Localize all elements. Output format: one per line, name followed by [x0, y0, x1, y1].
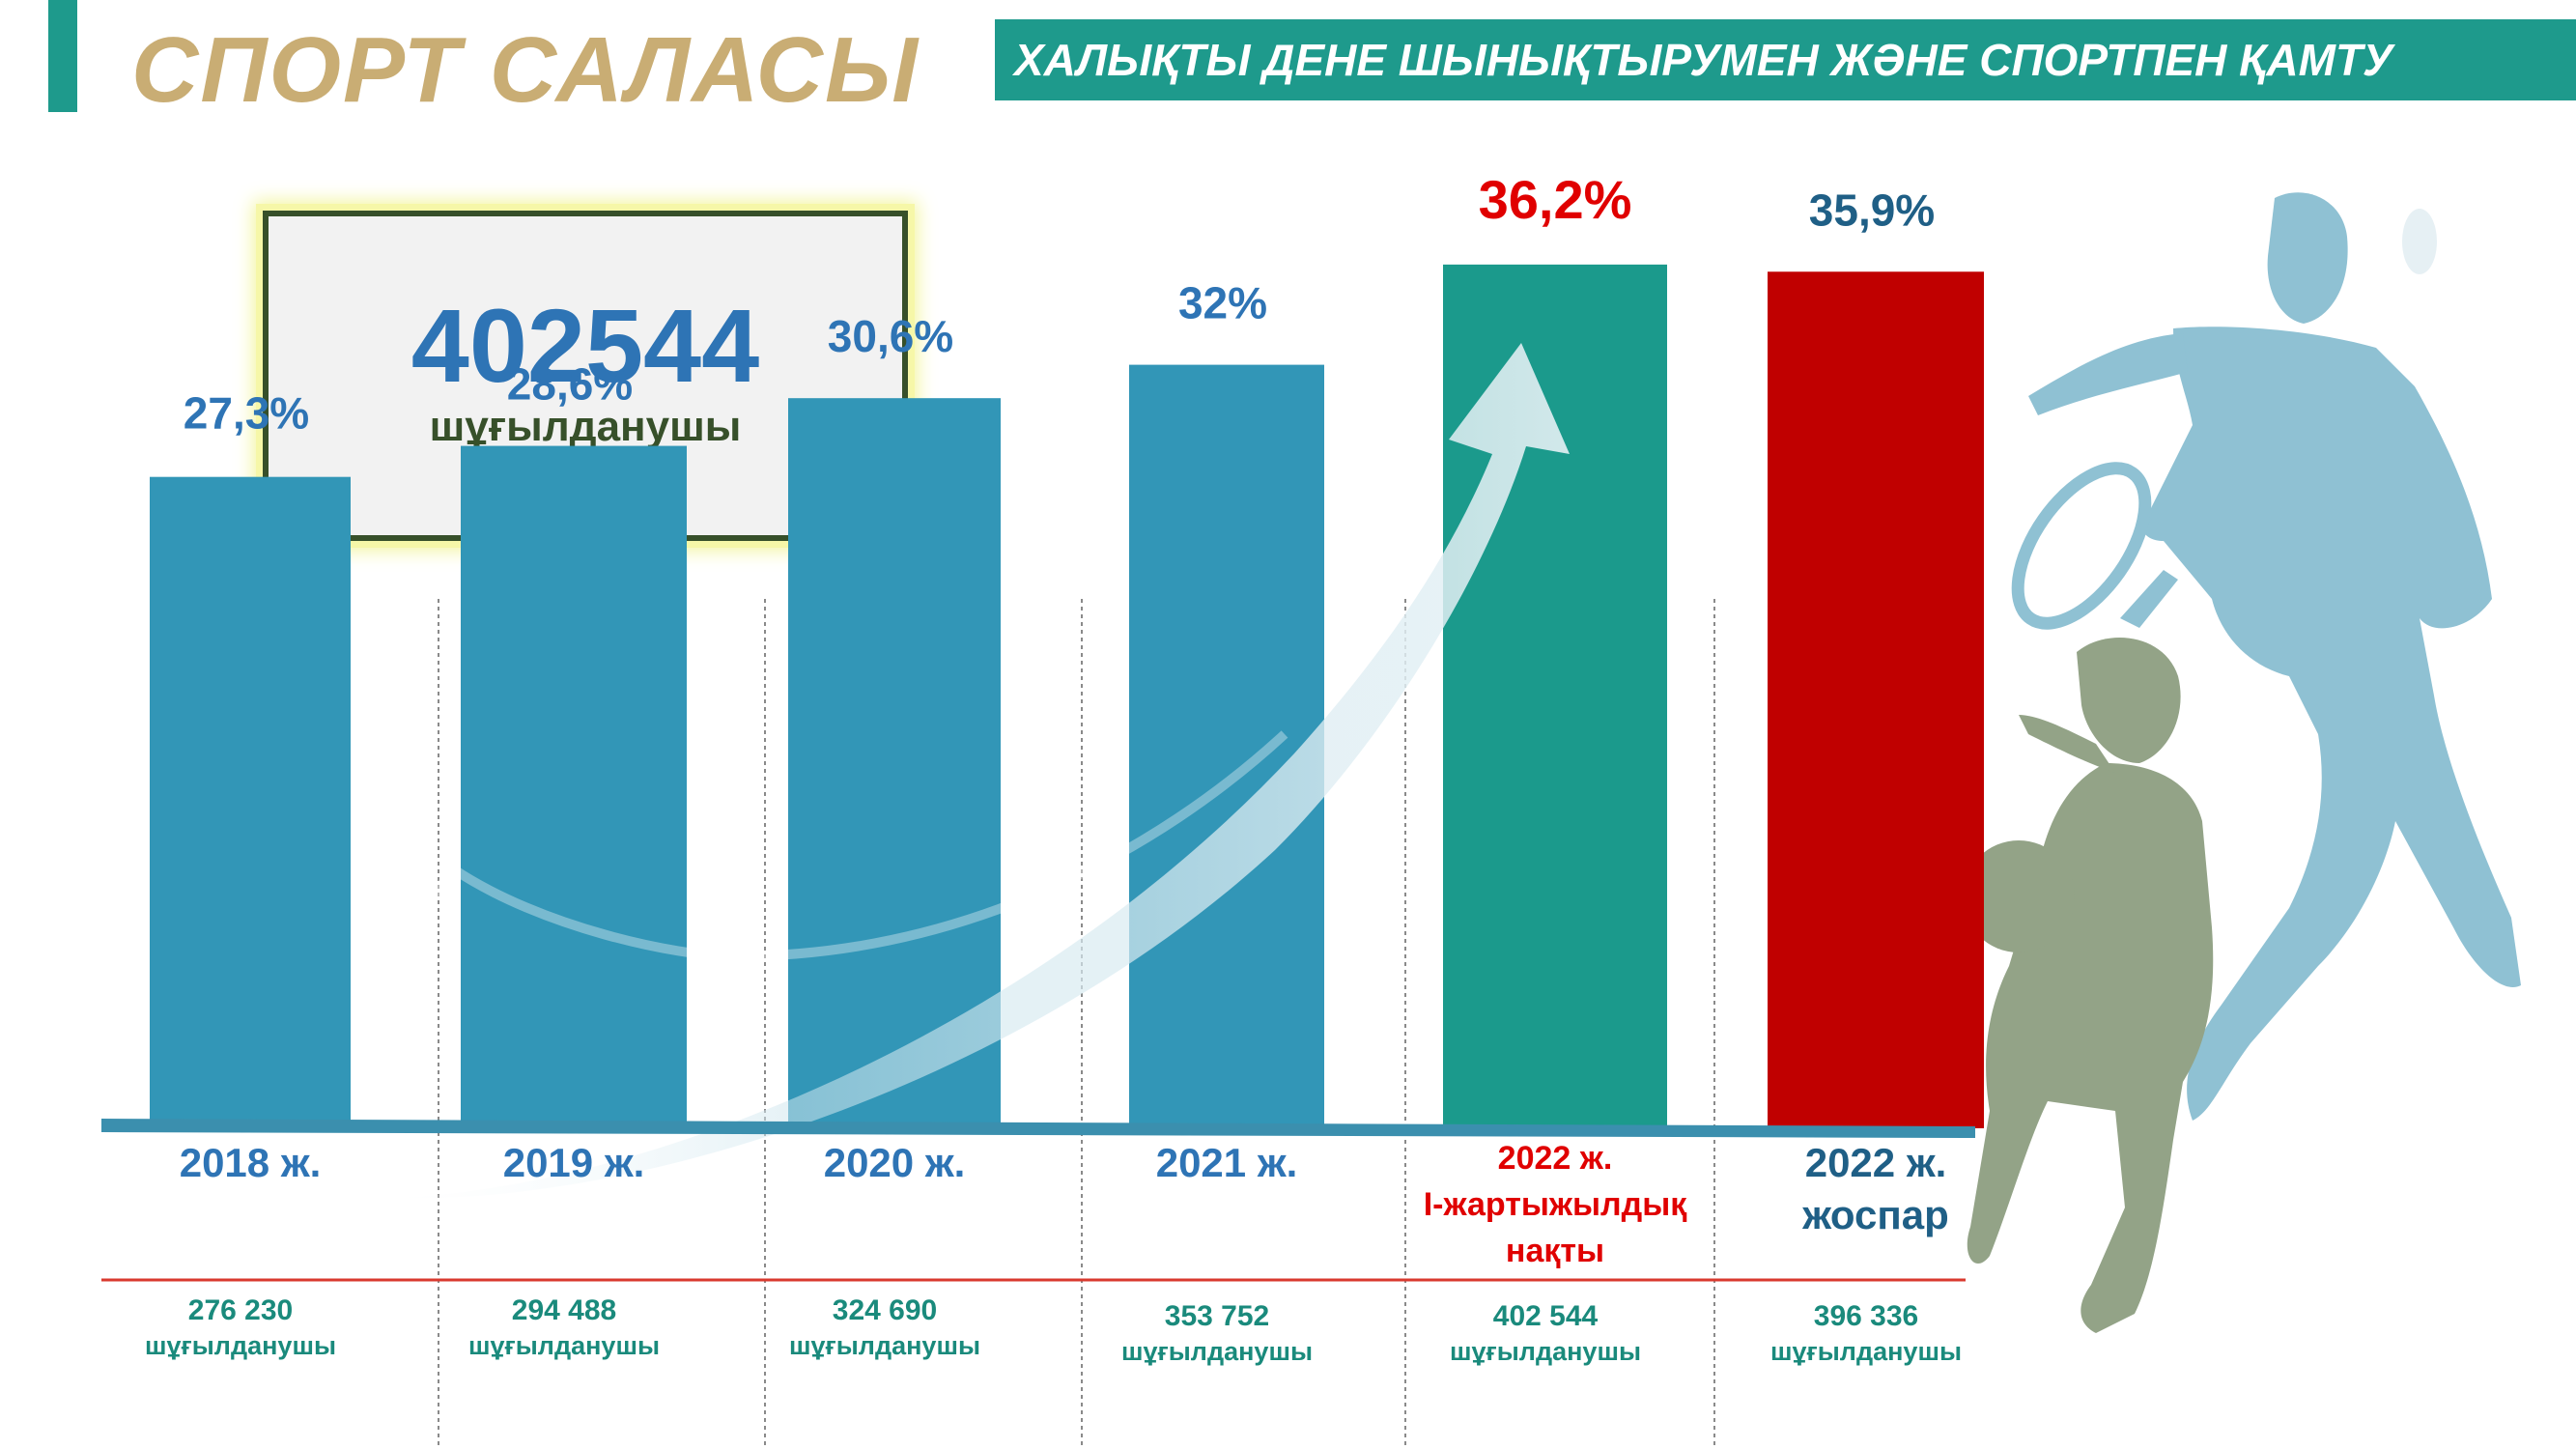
ball-icon	[2402, 209, 2437, 274]
category-label: 2019 ж.	[503, 1140, 645, 1185]
player-arm-icon	[2028, 333, 2188, 415]
athletes-silhouette	[1963, 192, 2521, 1333]
bar	[788, 398, 1001, 1128]
bar	[1443, 264, 1667, 1128]
category-label: 2021 ж.	[1156, 1140, 1298, 1185]
bar	[150, 476, 351, 1128]
labels-group: 27,3% 28,6% 30,6% 32% 36,2% 35,9% 2018 ж. 2019 …	[145, 169, 1962, 1366]
total-participants-value: 402544	[410, 287, 760, 404]
participants-unit: шұғылданушы	[468, 1331, 660, 1360]
growth-arrow-shape	[386, 343, 1570, 1199]
basketball-icon	[1963, 840, 2075, 952]
participants-unit: шұғылданушы	[1121, 1337, 1313, 1366]
participants-unit: шұғылданушы	[1450, 1337, 1641, 1366]
participants-value: 396 336	[1814, 1300, 1918, 1332]
bar	[1129, 364, 1324, 1129]
participants-value: 294 488	[512, 1294, 616, 1326]
value-label: 32%	[1178, 278, 1267, 328]
total-participants-label: шұғылданушы	[429, 403, 742, 450]
category-label: I-жартыжылдық	[1424, 1186, 1688, 1223]
growth-arrow	[369, 343, 1570, 1201]
value-label: 28,6%	[507, 359, 633, 410]
category-label: жоспар	[1801, 1192, 1949, 1237]
subtitle-banner: ХАЛЫҚТЫ ДЕНЕ ШЫНЫҚТЫРУМЕН ЖӘНЕ СПОРТПЕН …	[995, 19, 2576, 100]
page-title: СПОРТ САЛАСЫ	[131, 18, 920, 122]
chart-baseline	[101, 1119, 1975, 1138]
value-label: 35,9%	[1809, 185, 1935, 235]
category-label: 2022 ж.	[1498, 1140, 1613, 1177]
participants-value: 276 230	[188, 1294, 293, 1326]
column-dividers	[101, 599, 1966, 1449]
growth-arrow-highlight	[369, 730, 1288, 1201]
tennis-player-silhouette	[2141, 327, 2521, 1121]
participants-unit: шұғылданушы	[1770, 1337, 1962, 1366]
x-axis-baseline	[101, 1119, 1975, 1138]
racket-handle-icon	[2120, 570, 2178, 628]
bar	[461, 445, 687, 1129]
value-label: 36,2%	[1479, 169, 1632, 230]
participants-unit: шұғылданушы	[789, 1331, 980, 1360]
category-label: 2018 ж.	[180, 1140, 322, 1185]
value-label: 30,6%	[828, 311, 953, 361]
category-label: 2022 ж.	[1805, 1140, 1947, 1185]
title-accent-bar	[48, 0, 77, 112]
racket-icon	[2011, 462, 2152, 630]
player-head-icon	[2267, 192, 2348, 324]
value-label: 27,3%	[184, 388, 309, 439]
subtitle-text: ХАЛЫҚТЫ ДЕНЕ ШЫНЫҚТЫРУМЕН ЖӘНЕ СПОРТПЕН …	[1014, 35, 2393, 85]
category-label: 2020 ж.	[824, 1140, 966, 1185]
participants-value: 402 544	[1493, 1300, 1599, 1332]
participants-value: 353 752	[1165, 1300, 1269, 1332]
child-arm-icon	[2019, 715, 2115, 773]
participants-unit: шұғылданушы	[145, 1331, 336, 1360]
bar	[1768, 271, 1984, 1128]
child-head-icon	[2077, 638, 2181, 763]
participants-value: 324 690	[833, 1294, 937, 1326]
category-label: нақты	[1506, 1233, 1604, 1269]
